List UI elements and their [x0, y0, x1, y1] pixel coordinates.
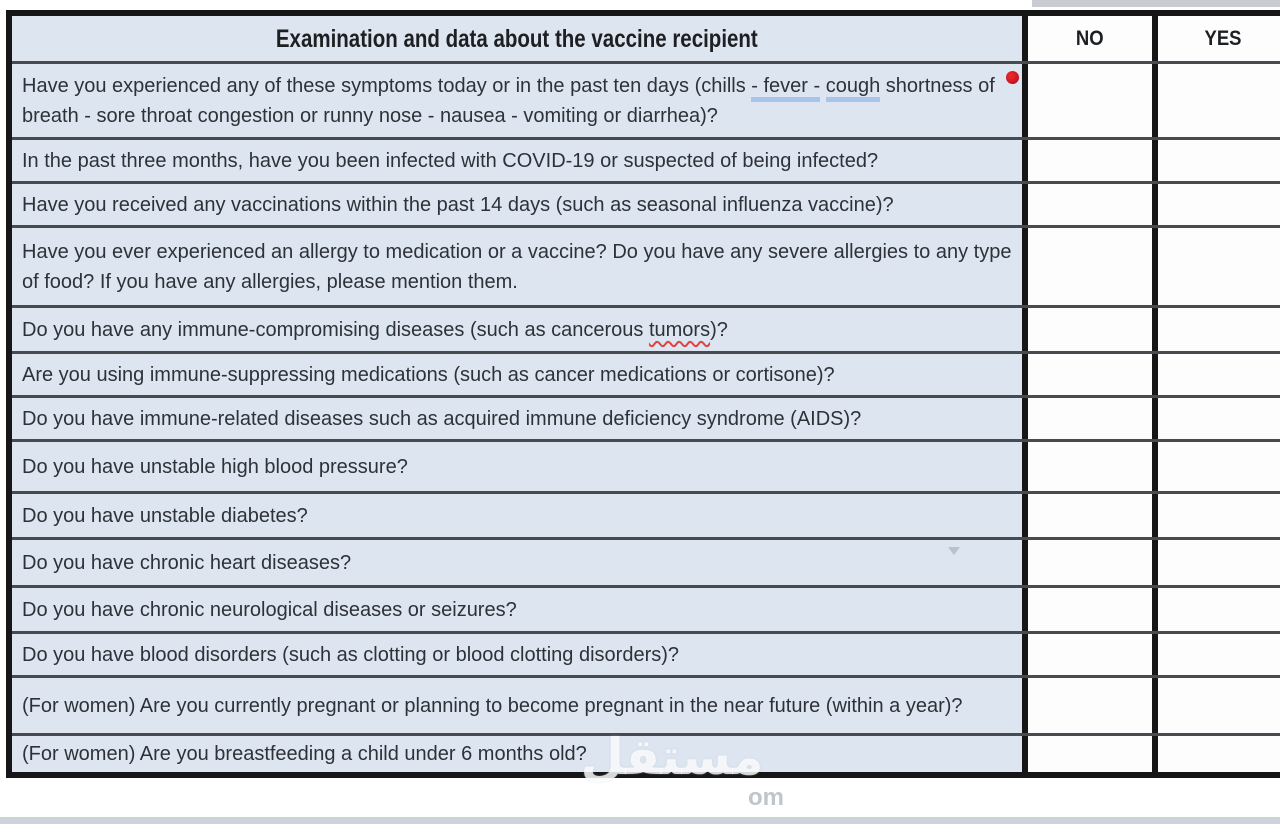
no-answer-cell[interactable] [1028, 588, 1158, 631]
yes-answer-cell[interactable] [1158, 678, 1280, 733]
table-title: Examination and data about the vaccine r… [276, 24, 758, 53]
question-row: Do you have chronic neurological disease… [12, 585, 1280, 631]
question-cell: (For women) Are you breastfeeding a chil… [12, 736, 1028, 772]
question-row: Are you using immune-suppressing medicat… [12, 351, 1280, 395]
question-text: Do you have immune-related diseases such… [22, 407, 862, 430]
no-answer-cell[interactable] [1028, 308, 1158, 351]
question-row: Have you ever experienced an allergy to … [12, 225, 1280, 305]
header-question-cell: Examination and data about the vaccine r… [12, 16, 1028, 61]
question-row: Have you received any vaccinations withi… [12, 181, 1280, 225]
question-row: Do you have chronic heart diseases? [12, 537, 1280, 585]
no-answer-cell[interactable] [1028, 634, 1158, 675]
question-row: Do you have any immune-compromising dise… [12, 305, 1280, 351]
question-cell: Do you have unstable high blood pressure… [12, 442, 1028, 491]
question-cell: Have you ever experienced an allergy to … [12, 228, 1028, 305]
watermark-domain-text: om [748, 784, 784, 811]
yes-answer-cell[interactable] [1158, 140, 1280, 181]
question-text: In the past three months, have you been … [22, 149, 879, 172]
header-no-cell: NO [1028, 16, 1158, 61]
question-row: In the past three months, have you been … [12, 137, 1280, 181]
question-row: Have you experienced any of these sympto… [12, 61, 1280, 137]
no-answer-cell[interactable] [1028, 140, 1158, 181]
yes-answer-cell[interactable] [1158, 64, 1280, 137]
no-answer-cell[interactable] [1028, 442, 1158, 491]
question-row: Do you have immune-related diseases such… [12, 395, 1280, 439]
no-column-label: NO [1076, 26, 1104, 50]
question-text: Do you have chronic neurological disease… [22, 598, 517, 621]
yes-answer-cell[interactable] [1158, 354, 1280, 395]
top-edge-strip [1032, 0, 1280, 7]
header-yes-cell: YES [1158, 16, 1280, 61]
question-cell: Are you using immune-suppressing medicat… [12, 354, 1028, 395]
no-answer-cell[interactable] [1028, 228, 1158, 305]
question-row: (For women) Are you breastfeeding a chil… [12, 733, 1280, 772]
question-text: Do you have unstable high blood pressure… [22, 455, 408, 478]
yes-answer-cell[interactable] [1158, 736, 1280, 772]
question-cell: In the past three months, have you been … [12, 140, 1028, 181]
header-row: Examination and data about the vaccine r… [12, 16, 1280, 61]
red-dot-pointer-icon [1006, 71, 1019, 84]
question-cell: (For women) Are you currently pregnant o… [12, 678, 1028, 733]
question-text: (For women) Are you breastfeeding a chil… [22, 743, 587, 765]
vaccine-questionnaire-table: Examination and data about the vaccine r… [6, 10, 1280, 778]
yes-answer-cell[interactable] [1158, 228, 1280, 305]
yes-answer-cell[interactable] [1158, 634, 1280, 675]
question-cell: Do you have unstable diabetes? [12, 494, 1028, 537]
no-answer-cell[interactable] [1028, 64, 1158, 137]
question-cell: Do you have chronic heart diseases? [12, 540, 1028, 585]
question-text: Do you have unstable diabetes? [22, 504, 308, 527]
question-text: Do you have chronic heart diseases? [22, 551, 352, 574]
no-answer-cell[interactable] [1028, 494, 1158, 537]
question-text: Are you using immune-suppressing medicat… [22, 363, 835, 386]
no-answer-cell[interactable] [1028, 678, 1158, 733]
question-text: Have you ever experienced an allergy to … [22, 240, 1012, 293]
question-cell: Do you have immune-related diseases such… [12, 398, 1028, 439]
no-answer-cell[interactable] [1028, 736, 1158, 772]
question-text: Have you experienced any of these sympto… [22, 74, 995, 127]
yes-answer-cell[interactable] [1158, 308, 1280, 351]
question-cell: Have you experienced any of these sympto… [12, 64, 1028, 137]
yes-answer-cell[interactable] [1158, 494, 1280, 537]
question-cell: Do you have chronic neurological disease… [12, 588, 1028, 631]
question-text: Have you received any vaccinations withi… [22, 193, 894, 216]
yes-answer-cell[interactable] [1158, 398, 1280, 439]
no-answer-cell[interactable] [1028, 354, 1158, 395]
question-cell: Do you have any immune-compromising dise… [12, 308, 1028, 351]
question-text: Do you have blood disorders (such as clo… [22, 643, 680, 666]
question-row: Do you have unstable diabetes? [12, 491, 1280, 537]
bottom-edge-strip [0, 817, 1280, 824]
question-cell: Have you received any vaccinations withi… [12, 184, 1028, 225]
question-row: (For women) Are you currently pregnant o… [12, 675, 1280, 733]
yes-answer-cell[interactable] [1158, 442, 1280, 491]
no-answer-cell[interactable] [1028, 184, 1158, 225]
mouse-cursor-artifact [948, 547, 960, 555]
question-row: Do you have blood disorders (such as clo… [12, 631, 1280, 675]
question-cell: Do you have blood disorders (such as clo… [12, 634, 1028, 675]
no-answer-cell[interactable] [1028, 398, 1158, 439]
yes-answer-cell[interactable] [1158, 588, 1280, 631]
question-text: Do you have any immune-compromising dise… [22, 318, 728, 341]
question-row: Do you have unstable high blood pressure… [12, 439, 1280, 491]
yes-answer-cell[interactable] [1158, 184, 1280, 225]
no-answer-cell[interactable] [1028, 540, 1158, 585]
question-text: (For women) Are you currently pregnant o… [22, 694, 963, 717]
yes-column-label: YES [1204, 26, 1242, 50]
yes-answer-cell[interactable] [1158, 540, 1280, 585]
